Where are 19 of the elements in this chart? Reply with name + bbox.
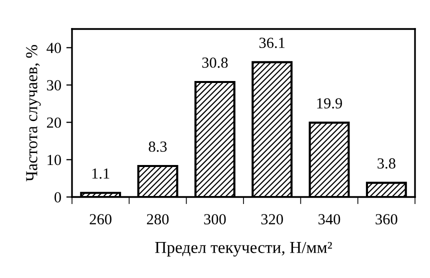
y-tick-label: 0 bbox=[54, 192, 61, 202]
y-axis-title: Частота случаев, % bbox=[26, 44, 41, 182]
x-tick-label: 320 bbox=[261, 214, 283, 224]
x-axis-title: Предел текучести, Н/мм² bbox=[155, 242, 332, 257]
x-tick-label: 300 bbox=[204, 214, 226, 224]
data-label: 36.1 bbox=[259, 38, 285, 48]
y-tick-label: 30 bbox=[47, 80, 61, 90]
data-label: 30.8 bbox=[202, 57, 228, 68]
y-tick-label: 20 bbox=[46, 117, 61, 128]
data-label: 19.9 bbox=[317, 98, 342, 109]
x-tick-label: 360 bbox=[376, 214, 398, 224]
data-label: 8.3 bbox=[148, 141, 167, 152]
data-label: 3.8 bbox=[378, 158, 396, 169]
x-tick-label: 260 bbox=[90, 214, 112, 224]
data-label: 1.1 bbox=[92, 168, 110, 179]
y-tick-label: 10 bbox=[48, 154, 61, 166]
x-tick-label: 340 bbox=[318, 214, 340, 224]
y-tick-label: 40 bbox=[46, 42, 61, 54]
x-tick-label: 280 bbox=[146, 214, 169, 224]
